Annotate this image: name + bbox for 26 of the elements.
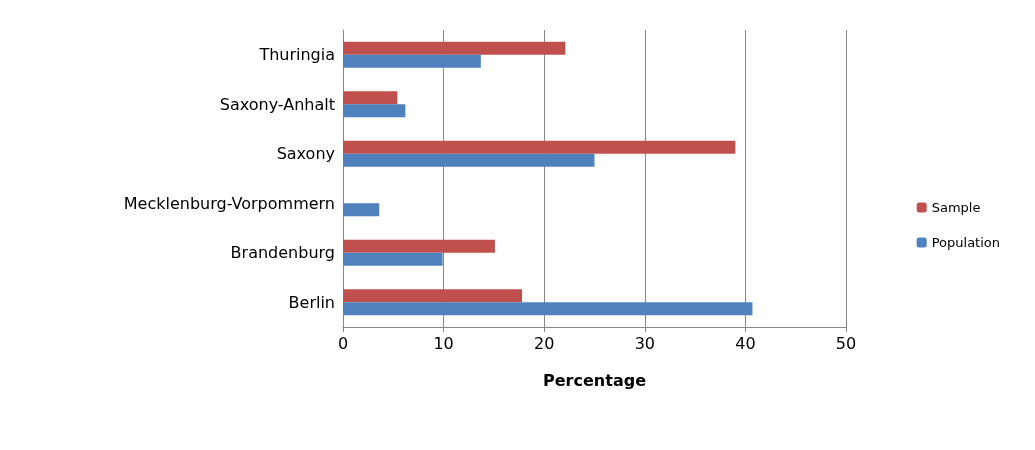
- bar: [343, 54, 481, 68]
- bar: [343, 91, 398, 105]
- x-tick-label: 50: [835, 333, 857, 353]
- y-tick-label: Brandenburg: [230, 243, 335, 263]
- bar: [343, 41, 566, 55]
- y-tick-label: Saxony: [276, 144, 335, 164]
- y-tick-label: Berlin: [288, 292, 335, 312]
- bar: [343, 239, 495, 253]
- x-tick-label: 0: [337, 333, 349, 353]
- y-tick-label: Mecklenburg-Vorpommern: [123, 193, 335, 213]
- bar: [343, 104, 406, 118]
- bar: [343, 153, 595, 167]
- bar: [343, 302, 753, 316]
- x-tick-label: 30: [634, 333, 655, 353]
- x-tick-label: 40: [735, 333, 756, 353]
- bar: [343, 289, 523, 303]
- bar: [343, 203, 380, 217]
- bar: [343, 140, 736, 154]
- legend-label: Sample: [931, 200, 981, 215]
- y-tick-label: Thuringia: [258, 45, 335, 65]
- x-tick-label: 10: [433, 333, 454, 353]
- y-tick-label: Saxony-Anhalt: [219, 94, 335, 114]
- x-tick-label: 20: [534, 333, 555, 353]
- legend-label: Population: [931, 235, 1001, 250]
- bar: [343, 252, 443, 266]
- x-axis-title: Percentage: [543, 370, 647, 390]
